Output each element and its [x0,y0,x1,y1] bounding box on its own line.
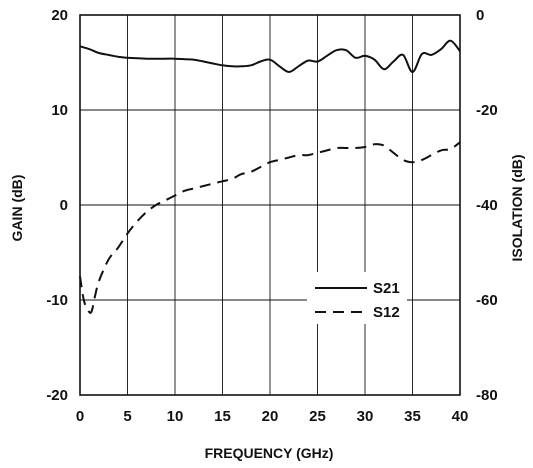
series-line-s21 [79,39,461,73]
x-tick-label: 35 [404,408,421,425]
y2-tick-label: -20 [476,102,498,119]
grid [79,14,461,396]
legend-label-s21: S21 [373,280,400,297]
y2-tick-label: -60 [476,292,498,309]
y2-tick-label: -80 [476,387,498,404]
x-tick-label: 25 [309,408,326,425]
series-line-s12 [79,141,461,314]
y-tick-label: 0 [60,197,68,214]
y-tick-label: -20 [46,387,68,404]
y2-axis-label: ISOLATION (dB) [509,154,525,261]
y-tick-label: 10 [51,102,68,119]
legend: S21 S12 [307,272,407,324]
x-tick-labels: 0 5 10 15 20 25 30 35 40 [76,408,469,425]
legend-background [307,272,407,324]
x-tick-label: 0 [76,408,84,425]
x-tick-label: 20 [262,408,279,425]
y-tick-labels: -20 -10 0 10 20 [46,7,68,404]
x-tick-label: 5 [123,408,131,425]
y2-tick-labels: -80 -60 -40 -20 0 [476,7,498,404]
y-tick-label: 20 [51,7,68,24]
plot-frame [79,14,461,396]
x-tick-label: 30 [357,408,374,425]
x-tick-label: 15 [214,408,231,425]
x-tick-label: 40 [452,408,469,425]
x-axis-label: FREQUENCY (GHz) [205,445,334,461]
y-axis-label: GAIN (dB) [9,175,25,242]
legend-label-s12: S12 [373,304,400,321]
y2-tick-label: 0 [476,7,484,24]
y-tick-label: -10 [46,292,68,309]
series-layer [79,39,461,314]
y2-tick-label: -40 [476,197,498,214]
x-tick-label: 10 [167,408,184,425]
